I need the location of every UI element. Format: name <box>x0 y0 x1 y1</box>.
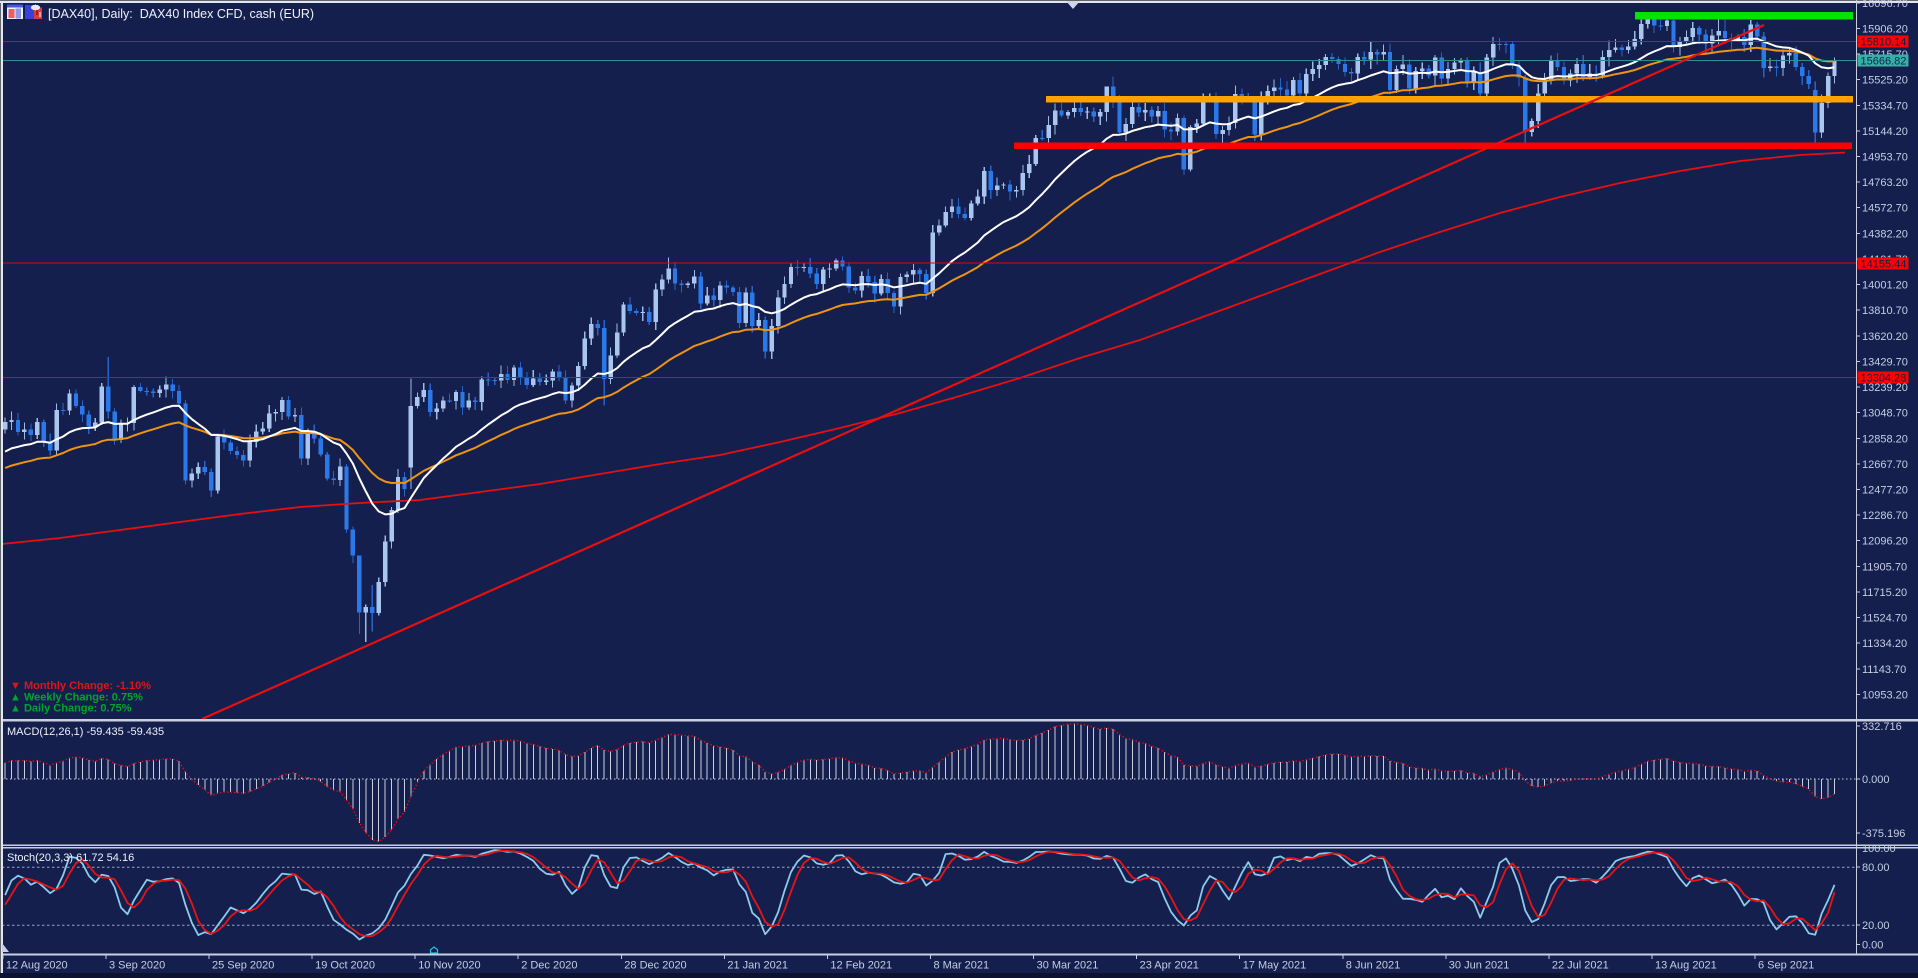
svg-text:3 Sep 2020: 3 Sep 2020 <box>109 960 165 972</box>
svg-text:13810.70: 13810.70 <box>1862 305 1908 317</box>
svg-text:11143.70: 11143.70 <box>1862 664 1906 676</box>
svg-text:15525.20: 15525.20 <box>1862 75 1908 87</box>
svg-text:0.000: 0.000 <box>1862 774 1890 786</box>
svg-text:25 Sep 2020: 25 Sep 2020 <box>212 960 274 972</box>
svg-text:19 Oct 2020: 19 Oct 2020 <box>315 960 375 972</box>
svg-text:30 Mar 2021: 30 Mar 2021 <box>1037 960 1099 972</box>
svg-text:100.00: 100.00 <box>1862 843 1896 855</box>
svg-text:22 Jul 2021: 22 Jul 2021 <box>1552 960 1609 972</box>
svg-text:15906.20: 15906.20 <box>1862 23 1908 35</box>
svg-text:80.00: 80.00 <box>1862 862 1890 874</box>
svg-text:12 Feb 2021: 12 Feb 2021 <box>830 960 892 972</box>
svg-text:12667.70: 12667.70 <box>1862 459 1908 471</box>
svg-text:15334.70: 15334.70 <box>1862 100 1908 112</box>
svg-text:2 Dec 2020: 2 Dec 2020 <box>521 960 577 972</box>
svg-text:14155.44: 14155.44 <box>1861 258 1907 270</box>
svg-text:0.00: 0.00 <box>1862 940 1883 952</box>
svg-text:12286.70: 12286.70 <box>1862 510 1908 522</box>
svg-text:6 Sep 2021: 6 Sep 2021 <box>1758 960 1814 972</box>
svg-text:13239.20: 13239.20 <box>1862 382 1908 394</box>
svg-text:Stoch(20,3,3) 61.72 54.16: Stoch(20,3,3) 61.72 54.16 <box>7 852 134 864</box>
svg-text:17 May 2021: 17 May 2021 <box>1243 960 1307 972</box>
svg-text:14382.20: 14382.20 <box>1862 228 1908 240</box>
svg-text:14953.70: 14953.70 <box>1862 152 1908 164</box>
svg-text:▼ Monthly Change: -1.10%: ▼ Monthly Change: -1.10% <box>10 680 151 692</box>
svg-text:MACD(12,26,1) -59.435 -59.435: MACD(12,26,1) -59.435 -59.435 <box>7 726 164 738</box>
svg-text:11905.70: 11905.70 <box>1862 561 1907 573</box>
svg-text:28 Dec 2020: 28 Dec 2020 <box>624 960 686 972</box>
svg-text:14572.70: 14572.70 <box>1862 203 1908 215</box>
svg-text:20.00: 20.00 <box>1862 920 1890 932</box>
svg-text:▲ Daily Change: 0.75%: ▲ Daily Change: 0.75% <box>10 703 132 715</box>
svg-text:8 Mar 2021: 8 Mar 2021 <box>934 960 990 972</box>
svg-text:332.716: 332.716 <box>1862 721 1902 733</box>
svg-text:12858.20: 12858.20 <box>1862 433 1908 445</box>
svg-text:12096.20: 12096.20 <box>1862 536 1908 548</box>
svg-text:14763.20: 14763.20 <box>1862 177 1908 189</box>
svg-text:11524.70: 11524.70 <box>1862 613 1907 625</box>
svg-text:8 Jun 2021: 8 Jun 2021 <box>1346 960 1400 972</box>
svg-text:23 Apr 2021: 23 Apr 2021 <box>1140 960 1199 972</box>
svg-text:13048.70: 13048.70 <box>1862 408 1908 420</box>
svg-text:12 Aug 2020: 12 Aug 2020 <box>6 960 68 972</box>
svg-text:14001.20: 14001.20 <box>1862 280 1908 292</box>
svg-text:-375.196: -375.196 <box>1862 828 1905 840</box>
svg-text:10 Nov 2020: 10 Nov 2020 <box>418 960 480 972</box>
svg-text:13 Aug 2021: 13 Aug 2021 <box>1655 960 1717 972</box>
svg-text:15144.20: 15144.20 <box>1862 126 1908 138</box>
svg-text:21 Jan 2021: 21 Jan 2021 <box>727 960 788 972</box>
svg-text:12477.20: 12477.20 <box>1862 485 1908 497</box>
svg-text:[DAX40], Daily: DAX40 Index C: [DAX40], Daily: DAX40 Index CFD, cash (E… <box>48 7 314 21</box>
svg-text:11334.20: 11334.20 <box>1862 638 1907 650</box>
svg-text:15666.82: 15666.82 <box>1861 55 1907 67</box>
svg-text:13429.70: 13429.70 <box>1862 356 1908 368</box>
svg-text:13620.20: 13620.20 <box>1862 331 1908 343</box>
svg-text:▲ Weekly Change: 0.75%: ▲ Weekly Change: 0.75% <box>10 692 143 704</box>
svg-text:16096.70: 16096.70 <box>1862 0 1908 10</box>
svg-text:30 Jun 2021: 30 Jun 2021 <box>1449 960 1510 972</box>
svg-text:13304.28: 13304.28 <box>1861 373 1907 385</box>
svg-text:15810.14: 15810.14 <box>1861 37 1907 49</box>
svg-text:10953.20: 10953.20 <box>1862 689 1908 701</box>
svg-text:11715.20: 11715.20 <box>1862 587 1907 599</box>
